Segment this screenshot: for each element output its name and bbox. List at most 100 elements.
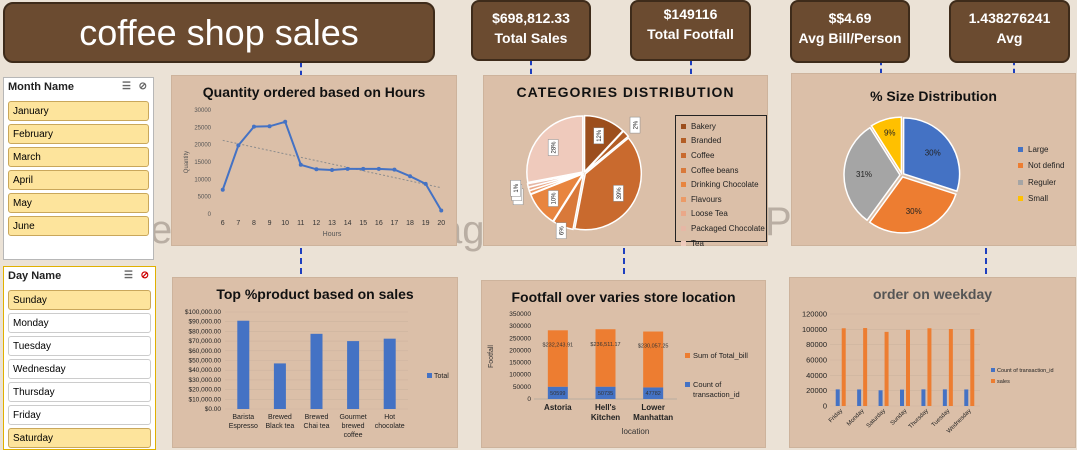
slicer-item[interactable]: Tuesday	[8, 336, 151, 356]
kpi-total-footfall: $149116 Total Footfall	[630, 0, 751, 61]
slicer-item[interactable]: Friday	[8, 405, 151, 425]
slicer-item[interactable]: March	[8, 147, 149, 167]
y-tick-label: $90,000.00	[188, 319, 221, 326]
stacked-bar-segment	[643, 387, 664, 399]
hourly-quantity-chart[interactable]: Quantity ordered based on Hours 0 5000 100…	[171, 75, 457, 246]
x-tick-label: Astoria	[544, 403, 572, 412]
data-label: $230,057.25	[638, 343, 669, 349]
data-label-box: 39%	[613, 185, 624, 202]
y-tick-label: 40000	[806, 371, 827, 380]
clear-filter-icon[interactable]: ⊘	[138, 81, 147, 92]
legend-label: Flavours	[691, 194, 722, 204]
data-label-bg	[593, 127, 604, 145]
top-product-chart[interactable]: Top %product based on sales $0.00 $10,000…	[172, 277, 458, 448]
pie-chart-svg: 30% 30% 31% 9%	[843, 116, 961, 234]
data-point	[236, 143, 241, 148]
bar	[900, 389, 904, 406]
size-distribution-chart[interactable]: % Size Distribution 30% 30% 31% 9% Large Not…	[791, 73, 1076, 246]
stacked-bar-chart-svg: 0 50000 100000 150000 200000 250000 300000 3500…	[488, 311, 748, 436]
legend-entry: Coffee beans	[681, 163, 766, 178]
connector-line	[690, 60, 692, 74]
bar	[906, 329, 910, 406]
x-tick-label: 18	[406, 220, 414, 227]
y-tick-label: 0	[527, 396, 531, 403]
footfall-location-chart[interactable]: Footfall over varies store location 0 500…	[481, 280, 766, 448]
multi-select-icon[interactable]: ☰	[122, 81, 131, 92]
bar	[927, 328, 932, 406]
data-label: 39%	[617, 187, 623, 200]
categories-distribution-chart[interactable]: CATEGORIES DISTRIBUTION 12%2%39%6%10%1%1…	[483, 75, 768, 248]
x-tick-label: 15	[359, 220, 367, 227]
legend-swatch	[1018, 179, 1023, 185]
x-tick-label: 13	[328, 220, 336, 227]
legend-label: Packaged Chocolate	[691, 223, 765, 233]
data-label: $236,511.17	[590, 342, 620, 348]
y-tick-label: $70,000.00	[188, 338, 221, 345]
legend-swatch	[991, 379, 995, 383]
data-point	[392, 167, 397, 172]
y-tick-label: 250000	[509, 335, 531, 342]
slicer-items: Sunday Monday Tuesday Wednesday Thursday Frid…	[4, 290, 155, 448]
pie-slice	[868, 176, 957, 234]
bar	[857, 389, 862, 406]
slicer-item[interactable]: June	[8, 216, 149, 236]
bar	[237, 320, 250, 409]
slicer-item[interactable]: January	[8, 101, 149, 121]
legend-swatch	[681, 225, 686, 231]
slicer-item[interactable]: Sunday	[8, 290, 151, 310]
slicer-item[interactable]: May	[8, 193, 149, 213]
background-watermark: e	[150, 208, 173, 252]
legend-entry: Drinking Chocolate	[681, 177, 766, 192]
weekday-orders-chart[interactable]: order on weekday 0 20000 40000 60000 80000 10…	[789, 277, 1076, 448]
chart-legend: Large Not defind Reguler Small	[1018, 141, 1064, 207]
data-label: 50735	[598, 391, 613, 397]
bar	[841, 328, 846, 406]
data-point	[376, 166, 381, 171]
x-tick-label: Monday	[846, 408, 865, 427]
y-tick-label: $30,000.00	[188, 377, 221, 384]
trendline	[222, 139, 442, 189]
legend-label: Drinking Chocolate	[691, 180, 759, 190]
chart-legend: Bakery Branded Coffee Coffee beans Drinking …	[675, 115, 767, 248]
connector-line	[623, 248, 625, 274]
slicer-header: Day Name ☰ ⊘	[4, 267, 155, 287]
slicer-item[interactable]: Saturday	[8, 428, 151, 448]
data-label: 28%	[552, 141, 558, 154]
data-point	[267, 124, 272, 129]
x-tick-label: Kitchen	[591, 413, 620, 422]
data-label: 47782	[646, 391, 661, 397]
connector-line	[985, 248, 987, 274]
x-tick-label: Brewed	[268, 414, 292, 421]
pie-slice	[870, 116, 903, 176]
slicer-item[interactable]: Wednesday	[8, 359, 151, 379]
clear-filter-icon[interactable]: ⊘	[140, 270, 149, 281]
x-tick-label: 19	[422, 220, 430, 227]
data-label-box: 28%	[547, 139, 559, 156]
bar-chart-svg: $0.00 $10,000.00 $20,000.00 $30,000.00 $40,0…	[185, 309, 449, 439]
data-label-bg	[510, 180, 521, 197]
bar	[921, 389, 926, 406]
kpi-avg-bill: $$4.69 Avg Bill/Person	[790, 0, 910, 63]
connector-line	[300, 62, 302, 76]
data-label: 12%	[597, 129, 603, 142]
month-slicer: Month Name ☰ ⊘ January February March April…	[3, 77, 154, 260]
x-tick-label: 8	[252, 220, 256, 227]
multi-select-icon[interactable]: ☰	[124, 270, 133, 281]
slicer-item[interactable]: Monday	[8, 313, 151, 333]
bar	[948, 329, 953, 406]
data-label-box: 10%	[547, 190, 559, 207]
slicer-item[interactable]: Thursday	[8, 382, 151, 402]
slicer-item[interactable]: April	[8, 170, 149, 190]
chart-title: CATEGORIES DISTRIBUTION	[516, 84, 735, 100]
x-tick-label: Tuesday	[931, 408, 951, 428]
chart-title: Quantity ordered based on Hours	[202, 84, 426, 100]
x-tick-label: 6	[221, 220, 225, 227]
slicer-item[interactable]: February	[8, 124, 149, 144]
legend-entry: Not defind	[1018, 158, 1064, 175]
x-tick-label: Manhattan	[633, 413, 673, 422]
y-tick-label: 100000	[802, 325, 827, 334]
y-tick-label: 350000	[509, 311, 531, 318]
data-label: 9%	[884, 129, 896, 138]
data-label-box: 2%	[629, 116, 641, 134]
kpi-value: 1.438276241	[968, 10, 1051, 26]
